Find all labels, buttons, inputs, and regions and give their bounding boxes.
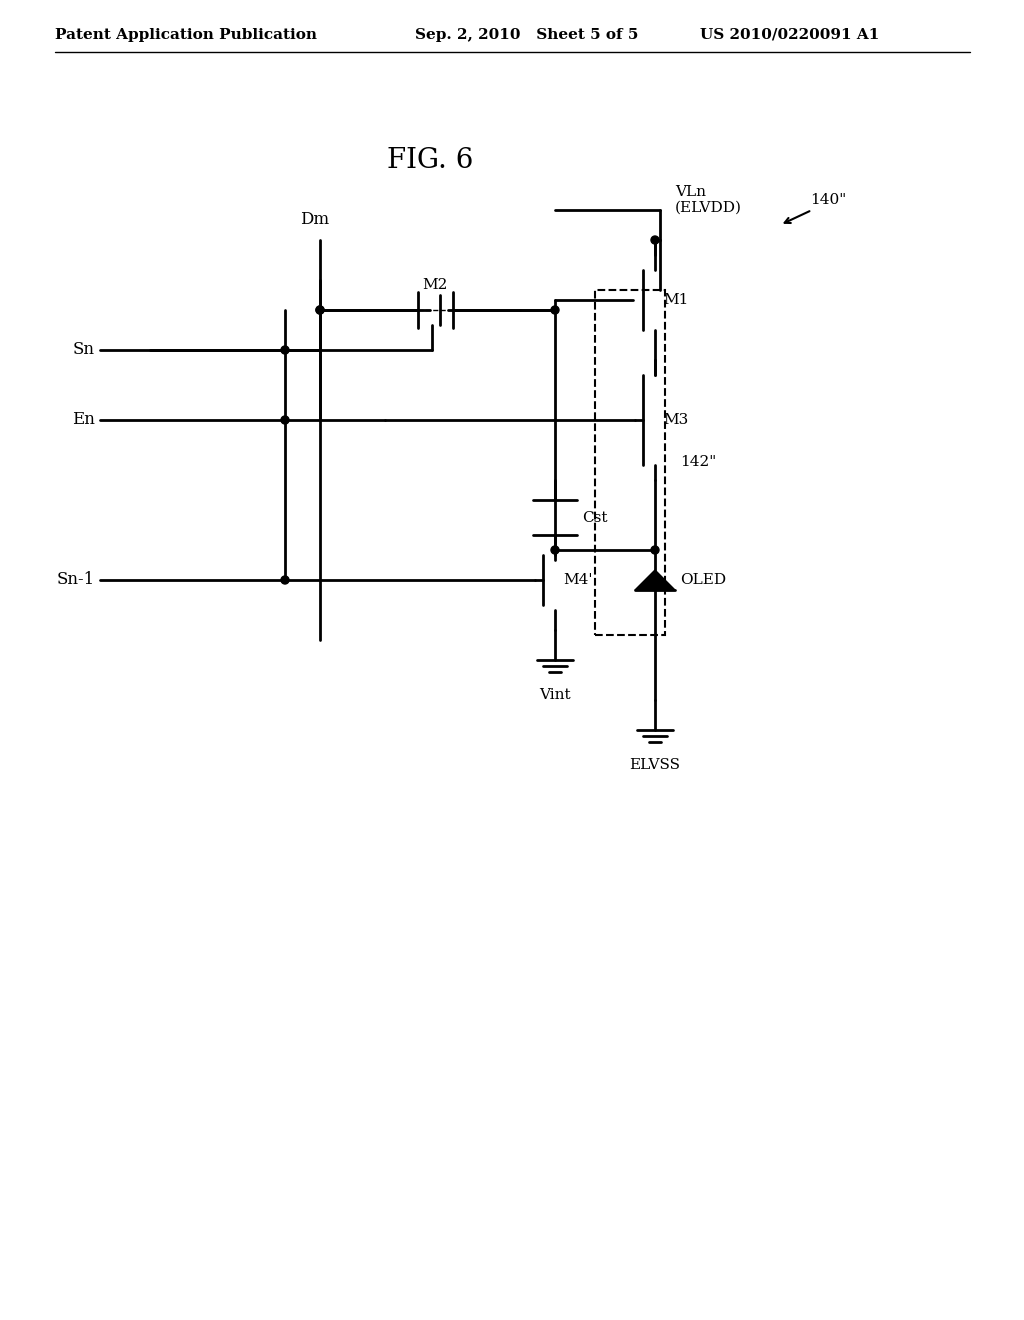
Circle shape — [281, 416, 289, 424]
Text: M4': M4' — [563, 573, 593, 587]
Text: Sn-1: Sn-1 — [56, 572, 95, 589]
Circle shape — [281, 346, 289, 354]
Text: Dm: Dm — [300, 211, 330, 228]
Text: M2: M2 — [422, 279, 447, 292]
Text: Vint: Vint — [540, 688, 570, 702]
Circle shape — [551, 546, 559, 554]
Circle shape — [651, 236, 659, 244]
Text: Sep. 2, 2010   Sheet 5 of 5: Sep. 2, 2010 Sheet 5 of 5 — [415, 28, 638, 42]
Text: Patent Application Publication: Patent Application Publication — [55, 28, 317, 42]
Circle shape — [651, 546, 659, 554]
Text: 140": 140" — [810, 193, 846, 207]
Circle shape — [316, 306, 324, 314]
Text: ELVSS: ELVSS — [630, 758, 681, 772]
Text: 142": 142" — [680, 455, 716, 470]
Text: FIG. 6: FIG. 6 — [387, 147, 473, 173]
Text: M1: M1 — [663, 293, 688, 308]
Text: Cst: Cst — [582, 511, 607, 524]
Circle shape — [551, 306, 559, 314]
Circle shape — [316, 306, 324, 314]
Text: En: En — [72, 412, 95, 429]
Text: OLED: OLED — [680, 573, 726, 587]
Circle shape — [281, 576, 289, 583]
Text: US 2010/0220091 A1: US 2010/0220091 A1 — [700, 28, 880, 42]
Polygon shape — [635, 570, 675, 590]
Text: M3: M3 — [663, 413, 688, 426]
Text: Sn: Sn — [73, 342, 95, 359]
Text: VLn
(ELVDD): VLn (ELVDD) — [675, 185, 742, 215]
